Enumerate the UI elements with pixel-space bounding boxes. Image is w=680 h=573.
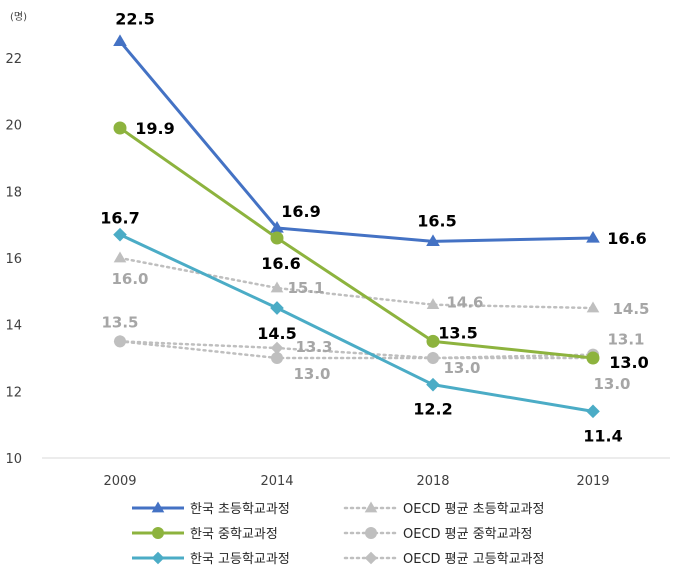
series-line-1 xyxy=(118,40,594,243)
legend-label: 한국 중학교과정 xyxy=(190,527,278,542)
data-point-marker xyxy=(270,231,284,245)
data-label: 16.7 xyxy=(100,209,139,228)
data-point-marker xyxy=(113,251,127,263)
series-line-6 xyxy=(118,340,595,360)
x-tick-label: 2009 xyxy=(103,474,136,489)
data-label: 14.6 xyxy=(446,294,483,312)
series-lines xyxy=(118,40,595,413)
series-markers xyxy=(113,34,600,419)
series-line-2 xyxy=(119,126,594,360)
data-point-marker xyxy=(586,351,600,365)
data-point-marker xyxy=(270,341,284,355)
data-point-marker xyxy=(113,227,127,242)
series-line-3 xyxy=(119,233,594,413)
x-axis-ticks: 2009 2014 2018 2019 xyxy=(103,474,609,489)
y-tick-label: 20 xyxy=(5,119,22,134)
y-tick-label: 14 xyxy=(5,319,22,334)
legend-label: 한국 고등학교과정 xyxy=(190,552,290,567)
data-point-marker xyxy=(586,404,600,419)
x-tick-label: 2018 xyxy=(416,474,449,489)
data-point-marker xyxy=(426,377,440,392)
data-point-marker xyxy=(426,334,440,348)
data-point-marker xyxy=(586,301,600,313)
legend-marker xyxy=(151,551,165,565)
data-label: 13.0 xyxy=(609,353,648,372)
data-point-marker xyxy=(270,301,284,315)
data-label: 16.6 xyxy=(607,229,646,248)
data-label: 13.5 xyxy=(101,313,138,331)
data-point-marker xyxy=(426,298,440,309)
legend-label: OECD 평균 초등학교과정 xyxy=(403,502,544,517)
data-point-marker xyxy=(113,335,127,348)
data-label: 16.5 xyxy=(417,211,456,230)
data-label: 16.6 xyxy=(261,254,300,273)
y-axis-ticks: 10 12 14 16 18 20 22 xyxy=(5,52,22,467)
legend-marker xyxy=(364,551,378,565)
data-point-marker xyxy=(426,351,440,365)
x-tick-label: 2014 xyxy=(260,474,293,489)
legend-marker xyxy=(151,501,165,513)
data-label: 13.0 xyxy=(443,359,480,377)
data-label: 12.2 xyxy=(413,400,452,419)
x-tick-label: 2019 xyxy=(576,474,609,489)
legend-label: OECD 평균 고등학교과정 xyxy=(403,552,544,567)
y-axis-unit: (명) xyxy=(10,11,27,23)
data-label: 19.9 xyxy=(135,119,174,138)
data-label: 13.5 xyxy=(438,323,477,342)
legend-label: 한국 초등학교과정 xyxy=(190,502,290,517)
y-tick-label: 10 xyxy=(5,452,22,467)
legend-marker xyxy=(365,527,377,539)
data-point-marker xyxy=(586,230,600,243)
data-point-marker xyxy=(113,34,127,47)
legend-label: OECD 평균 중학교과정 xyxy=(403,527,533,542)
y-tick-label: 16 xyxy=(5,252,22,267)
data-label: 16.0 xyxy=(111,270,148,288)
data-label: 15.1 xyxy=(287,279,324,297)
data-label: 16.9 xyxy=(281,202,320,221)
data-point-marker xyxy=(426,234,440,247)
y-tick-label: 18 xyxy=(5,185,22,200)
data-point-marker xyxy=(271,352,283,364)
data-label: 13.0 xyxy=(593,375,630,393)
data-label: 14.5 xyxy=(257,324,296,343)
series-line-4 xyxy=(118,256,595,310)
legend-marker xyxy=(152,527,164,539)
data-label: 22.5 xyxy=(115,9,154,28)
data-point-marker xyxy=(113,121,127,135)
data-point-marker xyxy=(270,281,284,293)
data-label: 13.0 xyxy=(293,365,330,383)
series-line-5 xyxy=(118,340,595,360)
data-labels: 22.5 16.9 16.5 16.6 19.9 16.6 13.5 13.0 16.7 14.5… xyxy=(100,9,649,445)
data-label: 14.5 xyxy=(612,300,649,318)
data-label: 11.4 xyxy=(583,426,622,445)
y-tick-label: 22 xyxy=(5,52,22,67)
legend-marker xyxy=(364,501,378,513)
y-tick-label: 12 xyxy=(5,385,22,400)
data-label: 13.1 xyxy=(607,331,644,349)
data-point-marker xyxy=(270,220,284,233)
data-label: 13.3 xyxy=(295,338,332,356)
